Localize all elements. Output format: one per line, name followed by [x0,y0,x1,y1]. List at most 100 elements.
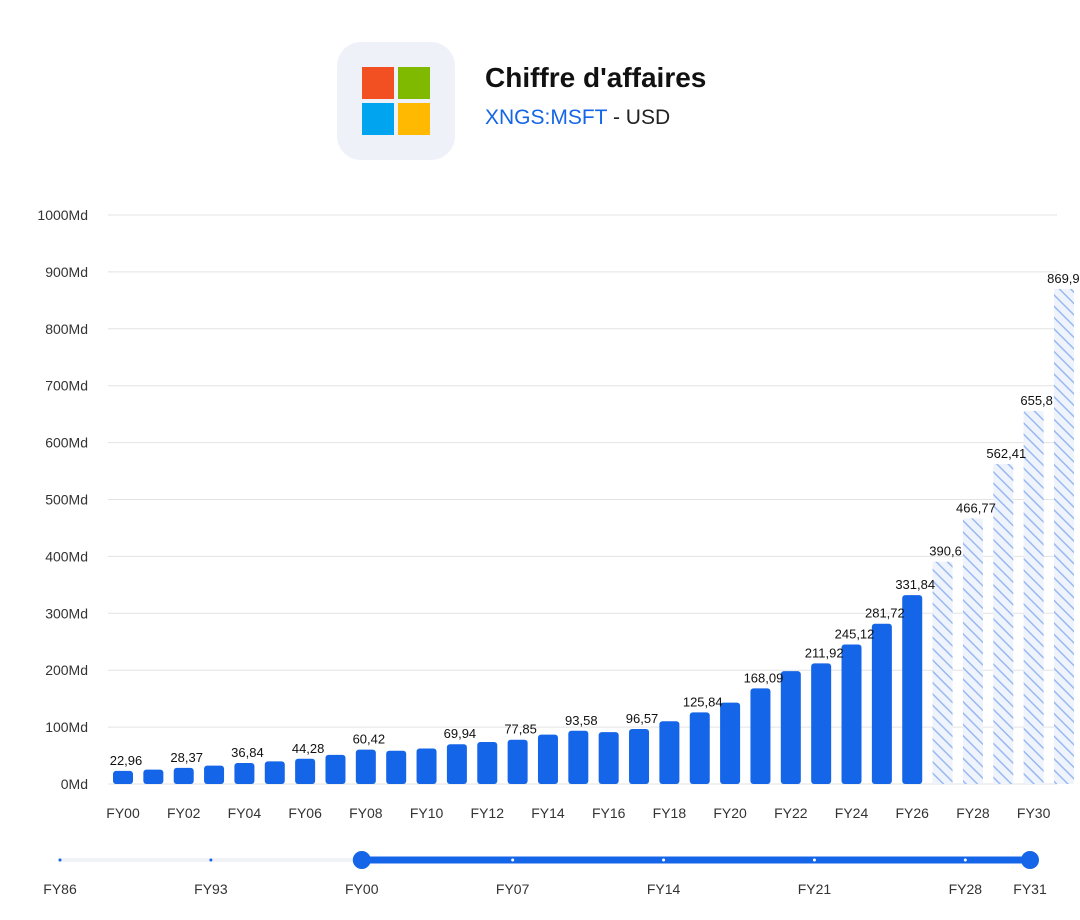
y-tick-label: 500Md [45,492,88,508]
x-tick-label: FY16 [592,805,626,821]
bar-FY21[interactable] [750,688,771,784]
slider-tick-dot [209,858,213,862]
data-label-FY04: 36,84 [231,745,264,760]
x-tick-label: FY08 [349,805,383,821]
chart-subtitle: XNGS:MSFT - USD [485,106,670,130]
bars [113,289,1074,784]
slider-label-FY93: FY93 [194,881,228,897]
x-tick-label: FY18 [653,805,687,821]
y-tick-label: 600Md [45,435,88,451]
x-axis-ticks: FY00 FY02 FY04 FY06 FY08 FY10 FY12 FY14 FY16 FY18… [106,805,1050,821]
x-tick-label: FY00 [106,805,140,821]
bar-FY00[interactable] [113,770,133,784]
y-axis-ticks: 0Md 100Md 200Md 300Md 400Md 500Md 600Md 700Md 80… [37,207,88,792]
slider-label-FY07: FY07 [496,881,530,897]
bar-forecast-FY30[interactable] [1023,410,1044,784]
slider-tick-dot [58,858,62,862]
data-label-FY11: 69,94 [444,726,477,741]
bar-forecast-FY29[interactable] [993,463,1014,784]
slider-label-FY31: FY31 [1013,881,1047,897]
bar-FY02[interactable] [173,767,194,784]
y-tick-label: 0Md [61,776,88,792]
y-tick-label: 100Md [45,719,88,735]
data-label-FY30: 655,8 [1020,393,1053,408]
bar-FY11[interactable] [446,744,467,784]
slider-start-handle[interactable] [352,851,371,869]
bar-FY01[interactable] [143,769,164,784]
bar-FY09[interactable] [386,750,407,784]
data-label-FY24: 245,12 [835,627,875,642]
bar-FY03[interactable] [204,765,225,784]
data-label-FY08: 60,42 [353,732,386,747]
bar-FY06[interactable] [295,758,316,784]
x-tick-label: FY24 [835,805,869,821]
data-label-FY28: 466,77 [956,500,996,515]
slider-label-FY28: FY28 [949,881,983,897]
slider-label-FY86: FY86 [43,881,77,897]
bar-FY25[interactable] [871,623,892,784]
slider-end-handle[interactable] [1021,851,1039,869]
bar-FY04[interactable] [234,763,255,784]
data-label-FY06: 44,28 [292,741,325,756]
data-label-FY17: 96,57 [626,711,659,726]
bar-FY22[interactable] [780,671,801,784]
chart-title: Chiffre d'affaires [485,62,707,93]
data-label-FY26: 331,84 [895,577,935,592]
data-label-FY31: 869,91 [1047,271,1080,286]
data-label-FY19: 125,84 [683,694,723,709]
bar-FY24[interactable] [841,644,862,784]
bar-FY18[interactable] [659,721,680,784]
logo-square-blue [362,103,394,135]
bar-FY08[interactable] [355,749,376,784]
bar-FY23[interactable] [811,663,832,784]
y-tick-label: 200Md [45,662,88,678]
y-tick-label: 700Md [45,378,88,394]
bar-FY05[interactable] [264,761,285,784]
slider-label-FY00: FY00 [345,881,379,897]
y-tick-label: 300Md [45,605,88,621]
slider-label-FY21: FY21 [798,881,832,897]
y-tick-label: 800Md [45,321,88,337]
bar-FY19[interactable] [689,712,710,784]
x-tick-label: FY28 [956,805,990,821]
slider-tick-dot [963,858,967,862]
data-label-FY02: 28,37 [170,750,203,765]
data-label-FY25: 281,72 [865,606,905,621]
x-tick-label: FY26 [895,805,929,821]
ticker-link[interactable]: XNGS:MSFT [485,106,608,129]
data-label-FY23: 211,92 [805,645,844,660]
range-slider-labels: FY86 FY93 FY00 FY07 FY14 FY21 FY28 FY31 [43,881,1047,897]
bar-forecast-FY27[interactable] [932,561,953,784]
bar-FY14[interactable] [537,734,558,784]
currency-label: USD [625,106,671,129]
logo-square-yellow [398,103,430,135]
bar-FY12[interactable] [477,742,498,784]
data-labels: 22,96 28,37 36,84 44,28 60,42 69,94 77,85 93,58… [110,271,1080,768]
x-tick-label: FY22 [774,805,808,821]
slider-tick-dot [662,858,666,862]
data-label-FY00: 22,96 [110,753,143,768]
y-tick-label: 1000Md [37,207,88,223]
bar-FY16[interactable] [598,732,619,784]
x-tick-label: FY20 [713,805,747,821]
bar-FY15[interactable] [568,730,589,784]
bar-FY13[interactable] [507,739,528,784]
x-tick-label: FY14 [531,805,565,821]
bar-FY07[interactable] [325,754,346,784]
x-tick-label: FY30 [1017,805,1051,821]
slider-tick-dot [812,858,816,862]
company-logo [337,42,455,160]
currency-separator: - [607,106,626,129]
chart-header: Chiffre d'affaires XNGS:MSFT - USD [0,0,1080,170]
bar-forecast-FY31[interactable] [1054,289,1074,784]
bar-FY17[interactable] [629,729,650,784]
x-tick-label: FY02 [167,805,201,821]
bar-FY20[interactable] [720,702,741,784]
bar-FY26[interactable] [902,595,923,784]
bar-FY10[interactable] [416,748,437,784]
range-slider[interactable] [58,851,1040,869]
bar-forecast-FY28[interactable] [962,518,983,784]
grid-lines [108,214,1057,785]
x-tick-label: FY10 [410,805,444,821]
